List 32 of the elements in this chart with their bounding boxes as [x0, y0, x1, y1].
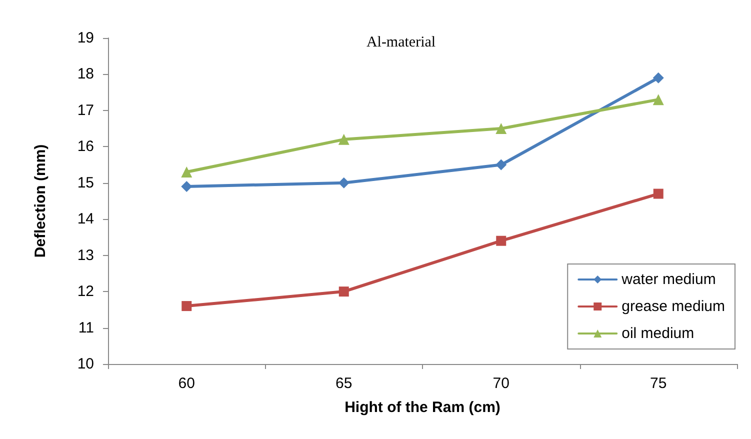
- point: [181, 181, 192, 192]
- point: [338, 177, 350, 188]
- y-axis-title: Deflection (mm): [32, 144, 49, 258]
- point: [496, 236, 506, 246]
- y-tick-label: 18: [77, 66, 94, 83]
- point: [182, 301, 192, 312]
- x-tick-label: 70: [492, 375, 510, 392]
- y-tick-label: 12: [77, 283, 94, 300]
- x-tick-label: 60: [178, 375, 195, 392]
- y-tick-label: 11: [78, 319, 94, 336]
- y-tick-label: 16: [77, 138, 94, 156]
- chart-title: Al-material: [366, 34, 436, 50]
- y-tick-label: 13: [77, 246, 94, 264]
- legend-label: oil medium: [622, 325, 694, 342]
- legend-label: water medium: [620, 271, 716, 288]
- point: [496, 123, 507, 134]
- y-tick-label: 10: [77, 356, 94, 372]
- point: [652, 72, 664, 84]
- point: [338, 286, 349, 297]
- point: [653, 188, 664, 199]
- x-tick-label: 75: [650, 375, 667, 392]
- point: [496, 159, 507, 170]
- point: [338, 134, 350, 145]
- x-axis-title: Hight of the Ram (cm): [344, 399, 500, 416]
- y-tick-label: 15: [77, 174, 94, 192]
- y-tick-label: 14: [77, 210, 94, 228]
- x-tick-label: 65: [336, 375, 352, 392]
- point: [181, 166, 192, 178]
- point: [652, 94, 664, 106]
- legend-label: grease medium: [622, 298, 726, 315]
- y-tick-label: 19: [77, 30, 94, 46]
- y-tick-label: 17: [77, 102, 94, 119]
